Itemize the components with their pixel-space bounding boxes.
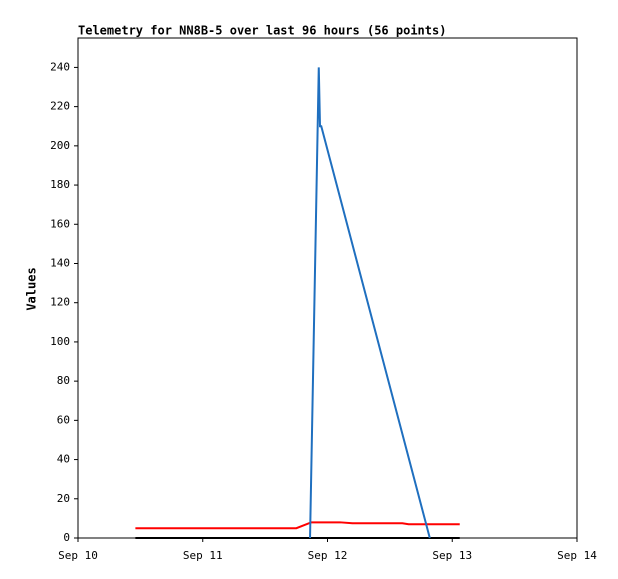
x-tick-label: Sep 11: [183, 549, 223, 562]
y-tick-label: 60: [57, 413, 70, 426]
y-tick-label: 20: [57, 492, 70, 505]
series-line: [309, 67, 431, 539]
y-tick-label: 100: [50, 335, 70, 348]
y-tick-label: 140: [50, 256, 70, 269]
y-tick-label: 220: [50, 100, 70, 113]
x-tick-label: Sep 13: [432, 549, 472, 562]
y-tick-label: 180: [50, 178, 70, 191]
chart-title: Telemetry for NN8B-5 over last 96 hours …: [78, 24, 446, 38]
y-axis-label: Values: [25, 267, 39, 310]
y-tick-label: 40: [57, 453, 70, 466]
x-tick-label: Sep 14: [557, 549, 597, 562]
y-tick-label: 200: [50, 139, 70, 152]
y-tick-label: 160: [50, 217, 70, 230]
y-tick-label: 240: [50, 60, 70, 73]
y-tick-label: 80: [57, 374, 70, 387]
x-tick-label: Sep 10: [58, 549, 98, 562]
y-tick-label: 0: [63, 531, 70, 544]
x-tick-label: Sep 12: [308, 549, 348, 562]
y-tick-label: 120: [50, 296, 70, 309]
series-line: [135, 521, 460, 530]
